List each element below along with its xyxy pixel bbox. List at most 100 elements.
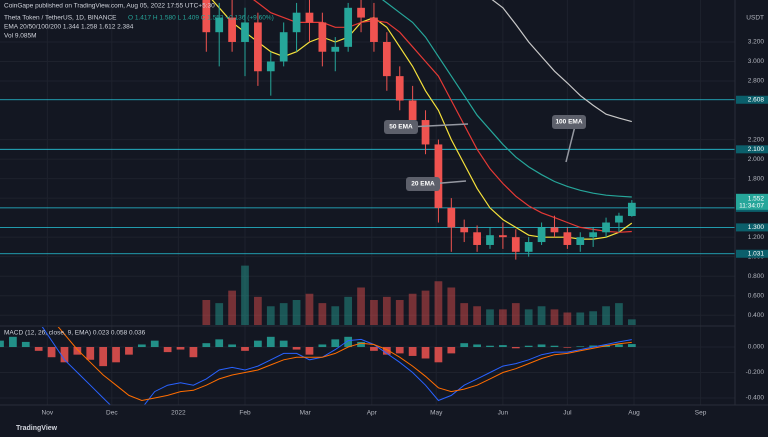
volume-bar	[395, 300, 404, 325]
macd-histogram-bar	[254, 340, 262, 348]
macd-histogram-bar	[434, 347, 443, 363]
volume-bar	[627, 319, 636, 325]
volume-bar	[550, 309, 559, 325]
annotations: 50 EMA 20 EMA 100 EMA	[384, 115, 586, 191]
macd-histogram-bar	[550, 345, 559, 348]
volume-bar	[266, 306, 275, 325]
candle-body	[589, 232, 598, 238]
x-tick-label: Sep	[695, 410, 707, 417]
volume-bar	[279, 303, 288, 325]
candle-body	[511, 237, 520, 252]
ema-line	[253, 0, 632, 233]
y-tick-label: 0.600	[748, 292, 765, 299]
macd-histogram-bar	[499, 345, 507, 348]
publisher: CoinGape published on TradingView.com, A…	[4, 3, 215, 10]
volume-bar	[499, 309, 507, 325]
candle-body	[615, 215, 623, 223]
macd-histogram-bar	[189, 347, 198, 358]
macd-histogram-bar	[266, 336, 275, 348]
y-tick-label: 2.200	[748, 136, 765, 143]
macd-histogram-bar	[47, 347, 56, 358]
macd-histogram-bar	[112, 347, 120, 363]
candle-body	[370, 17, 378, 42]
symbol: Theta Token / TetherUS, 1D, BINANCE	[4, 15, 117, 22]
macd-histogram-bar	[163, 347, 172, 353]
volume-bar	[292, 300, 301, 325]
volume-bar	[602, 306, 610, 325]
volume-layer	[202, 265, 636, 325]
macd-histogram-bar	[511, 347, 520, 349]
macd-histogram-bar	[176, 347, 185, 350]
macd-histogram-bar	[473, 344, 481, 348]
ema-line	[211, 0, 633, 240]
macd-histogram-bar	[421, 347, 430, 359]
x-tick-label: Jun	[498, 410, 509, 417]
macd-histogram-bar	[202, 343, 211, 348]
candle-body	[254, 22, 262, 72]
y-tick-label: 3.200	[748, 39, 765, 46]
y-tick-label: 0.800	[748, 273, 765, 280]
candle-body	[537, 227, 546, 243]
volume-bar	[524, 309, 533, 325]
level-label: 1.300	[748, 224, 765, 231]
annotation-box	[384, 120, 418, 134]
annotation-box	[406, 177, 440, 191]
y-tick-label: 0.000	[748, 344, 765, 351]
candle-body	[318, 22, 327, 52]
candle-body	[563, 232, 572, 245]
macd-histogram-bar	[589, 345, 598, 348]
volume-bar	[576, 312, 585, 325]
x-tick-label: May	[430, 410, 443, 417]
macd-histogram-bar	[344, 336, 353, 348]
macd-histogram-bar	[99, 347, 108, 367]
candle-body	[395, 76, 404, 101]
macd-histogram-bar	[615, 344, 623, 348]
macd-layer	[0, 327, 636, 405]
brand: TradingView	[16, 425, 58, 432]
macd-histogram-bar	[382, 347, 391, 355]
candle-body	[550, 227, 559, 233]
last-price-box	[736, 193, 768, 210]
candle-body	[434, 144, 443, 208]
x-tick-label: Dec	[106, 410, 118, 417]
x-tick-label: Feb	[239, 410, 251, 417]
macd-histogram-bar	[0, 340, 4, 348]
ohlc-legend: O 1.417 H 1.580 L 1.409 C 1.552 +0.136 (…	[128, 15, 274, 22]
level-label: 2.608	[748, 96, 765, 103]
macd-histogram-bar	[292, 347, 301, 350]
macd-histogram-bar	[563, 347, 572, 348]
volume-bar	[241, 265, 249, 325]
macd-legend: MACD (12, 26, close, 9, EMA) 0.023 0.058…	[4, 330, 146, 337]
volume-bar	[460, 303, 469, 325]
volume-bar	[215, 303, 224, 325]
candle-body	[279, 32, 288, 62]
volume-bar	[305, 293, 314, 325]
x-tick-label: Apr	[367, 410, 378, 417]
candle-body	[292, 12, 301, 33]
volume-bar	[382, 296, 391, 325]
candle-body	[486, 235, 494, 245]
macd-histogram-bar	[228, 344, 236, 348]
volume-bar	[370, 300, 378, 325]
level-label-box	[736, 145, 768, 154]
annotation-text: 20 EMA	[411, 181, 435, 188]
macd-histogram-bar	[21, 341, 30, 348]
y-tick-label: 0.400	[748, 312, 765, 319]
macd-histogram-bar	[357, 341, 365, 348]
volume-bar	[486, 309, 494, 325]
macd-histogram-bar	[73, 347, 82, 355]
x-tick-label: Nov	[42, 410, 54, 417]
y-tick-label: -0.200	[746, 369, 765, 376]
candle-body	[215, 17, 224, 33]
volume-bar	[434, 281, 443, 325]
macd-histogram-bar	[150, 340, 159, 348]
macd-histogram-bar	[305, 347, 314, 355]
candle-body	[447, 207, 456, 228]
macd-histogram-bar	[395, 347, 404, 354]
y-tick-label: 1.200	[748, 234, 765, 241]
macd-histogram-bar	[215, 339, 224, 348]
candle-body	[408, 100, 417, 121]
level-label: 2.100	[748, 146, 765, 153]
candle-body	[499, 235, 507, 238]
